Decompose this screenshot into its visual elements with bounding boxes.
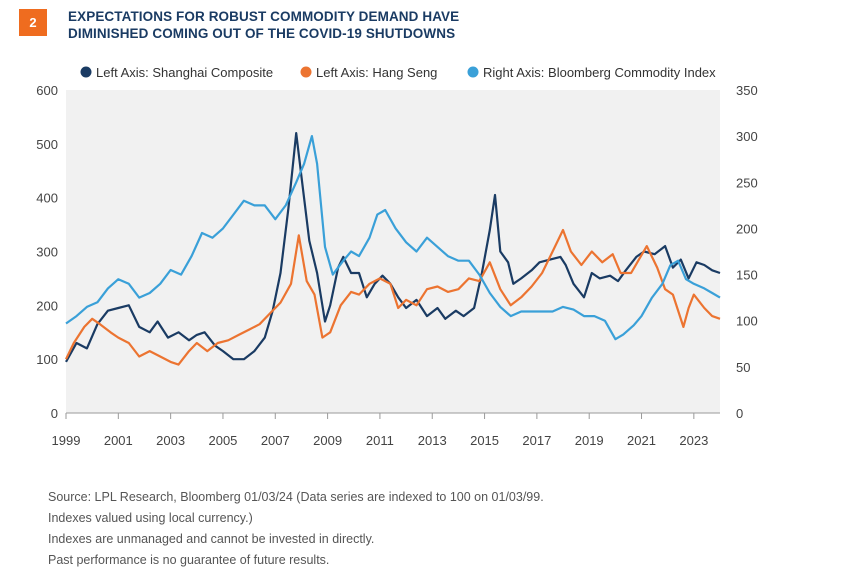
legend-label-0: Left Axis: Shanghai Composite	[96, 65, 273, 80]
x-axis-tick-label: 2023	[679, 433, 708, 448]
right-axis-tick-label: 250	[736, 175, 758, 190]
source-note-line-3: Indexes are unmanaged and cannot be inve…	[48, 532, 375, 546]
line-chart: Left Axis: Shanghai Composite Left Axis: …	[36, 65, 758, 448]
left-axis-tick-label: 300	[36, 245, 58, 260]
x-axis-tick-label: 2001	[104, 433, 133, 448]
legend-marker-0	[80, 66, 92, 78]
series-line-1	[65, 228, 721, 366]
series-line-2	[65, 135, 721, 341]
source-note-line-4: Past performance is no guarantee of futu…	[48, 553, 330, 567]
left-axis-tick-label: 200	[36, 298, 58, 313]
x-axis-tick-label: 2005	[208, 433, 237, 448]
x-axis-tick-label: 1999	[52, 433, 81, 448]
chart-title-line-2: DIMINISHED COMING OUT OF THE COVID-19 SH…	[68, 26, 456, 41]
x-axis-tick-label: 2019	[575, 433, 604, 448]
left-axis-tick-label: 100	[36, 352, 58, 367]
right-axis-tick-label: 0	[736, 406, 743, 421]
x-axis-tick-label: 2011	[366, 433, 394, 448]
chart-legend: Left Axis: Shanghai Composite Left Axis: …	[80, 65, 716, 80]
right-axis-tick-label: 50	[736, 360, 750, 375]
chart-title-line-1: EXPECTATIONS FOR ROBUST COMMODITY DEMAND…	[68, 9, 460, 24]
right-axis-tick-label: 200	[736, 221, 758, 236]
figure-number-badge: 2	[19, 9, 47, 36]
right-axis-tick-label: 100	[736, 314, 758, 329]
right-axis-tick-label: 350	[736, 83, 758, 98]
x-axis-tick-label: 2015	[470, 433, 499, 448]
source-note-line-1: Source: LPL Research, Bloomberg 01/03/24…	[48, 490, 544, 504]
source-note-line-2: Indexes valued using local currency.)	[48, 511, 253, 525]
left-axis-tick-label: 0	[51, 406, 58, 421]
legend-label-2: Right Axis: Bloomberg Commodity Index	[483, 65, 716, 80]
left-axis-ticks: 0 100 200 300 400 500 600	[36, 83, 58, 421]
legend-label-1: Left Axis: Hang Seng	[316, 65, 437, 80]
left-axis-tick-label: 500	[36, 137, 58, 152]
source-notes: Source: LPL Research, Bloomberg 01/03/24…	[48, 487, 544, 571]
chart-title: EXPECTATIONS FOR ROBUST COMMODITY DEMAND…	[68, 8, 528, 42]
x-axis-tick-label: 2009	[313, 433, 342, 448]
x-axis-tick-label: 2021	[627, 433, 656, 448]
legend-marker-1	[300, 66, 312, 78]
left-axis-tick-label: 400	[36, 191, 58, 206]
left-axis-tick-label: 600	[36, 83, 58, 98]
x-axis-tick-label: 2007	[261, 433, 290, 448]
plot-area	[66, 90, 720, 413]
series-line-0	[65, 132, 721, 363]
x-axis-ticks: 1999 2001 2003 2005 2007 2009 2011 2013 2015 2017…	[52, 413, 708, 448]
x-axis-tick-label: 2013	[418, 433, 447, 448]
right-axis-ticks: 0 50 100 150 200 250 300 350	[736, 83, 758, 421]
right-axis-tick-label: 150	[736, 268, 758, 283]
series-lines	[65, 132, 721, 366]
x-axis-tick-label: 2017	[522, 433, 551, 448]
legend-marker-2	[467, 66, 479, 78]
x-axis-tick-label: 2003	[156, 433, 185, 448]
right-axis-tick-label: 300	[736, 129, 758, 144]
